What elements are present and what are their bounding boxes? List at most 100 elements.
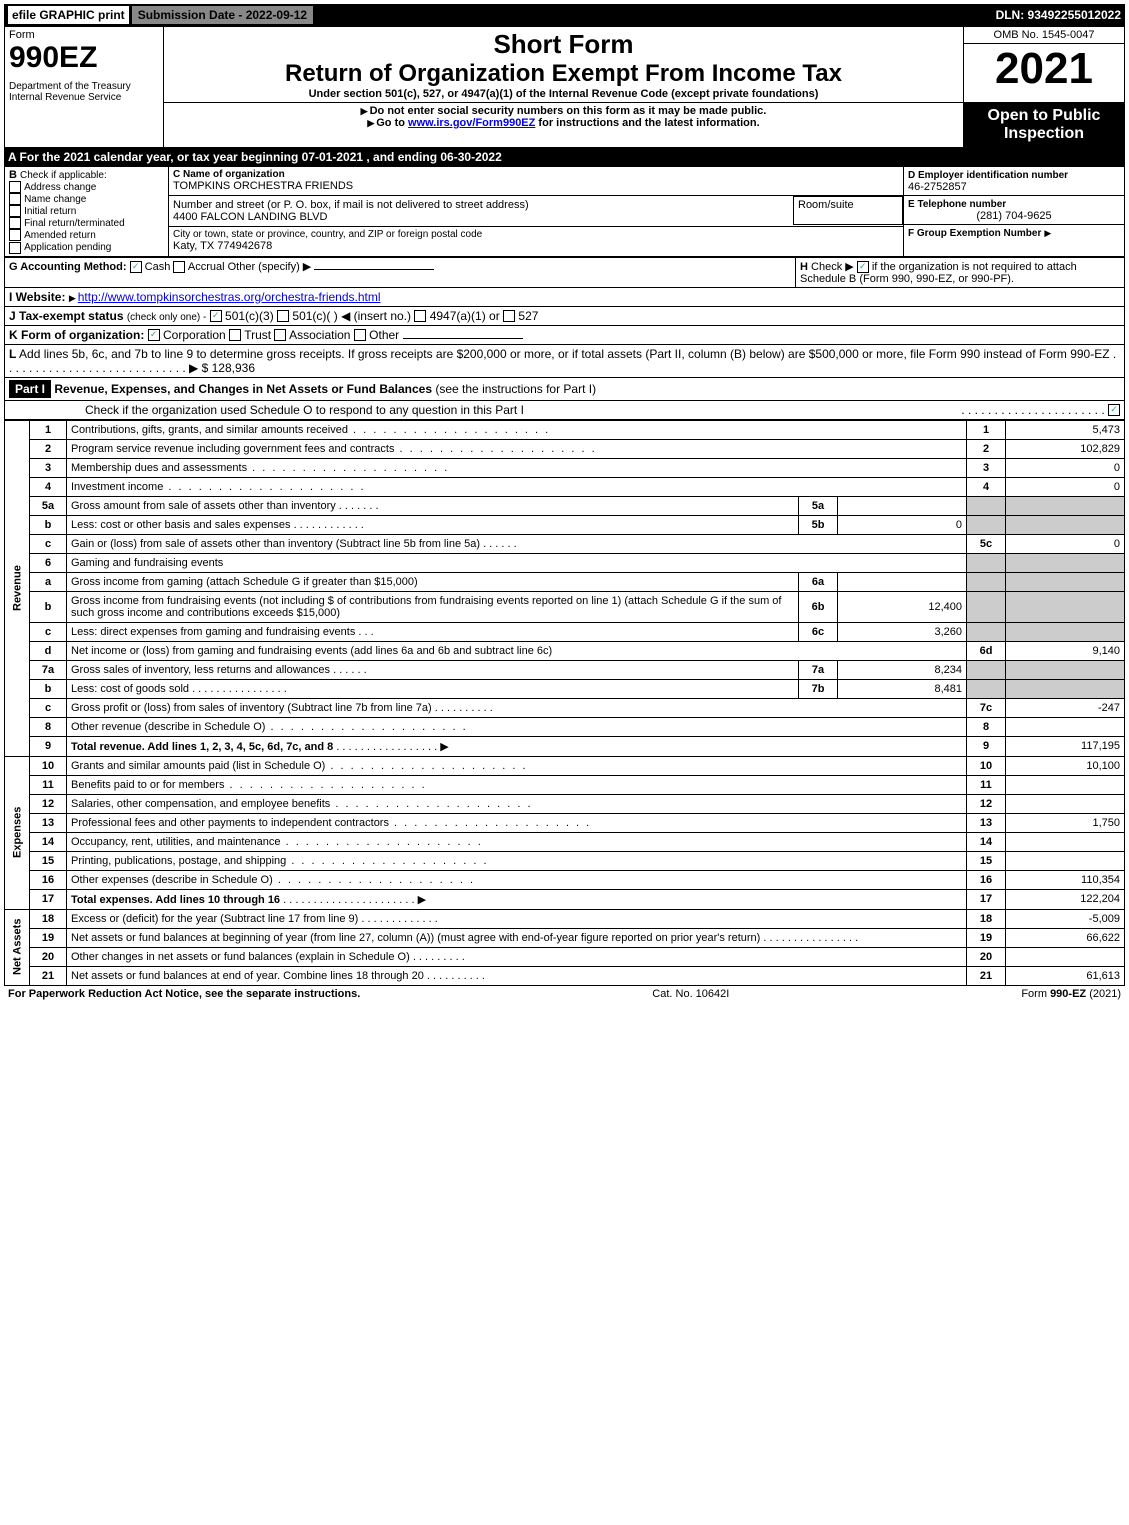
line-num: c [30, 534, 67, 553]
line-value: 102,829 [1006, 439, 1125, 458]
line-text: Net assets or fund balances at end of ye… [71, 970, 424, 982]
checkbox-corporation[interactable] [148, 329, 160, 341]
line-ref: 11 [967, 775, 1006, 794]
checkbox-501c3[interactable] [210, 310, 222, 322]
checkbox-cash[interactable] [130, 261, 142, 273]
irs-link[interactable]: www.irs.gov/Form990EZ [408, 117, 535, 129]
checkbox-accrual[interactable] [173, 261, 185, 273]
mid-ref: 5b [799, 515, 838, 534]
line-ref: 2 [967, 439, 1006, 458]
line-ref: 16 [967, 870, 1006, 889]
footer-form-number: 990-EZ [1050, 988, 1086, 1000]
line-value: 1,750 [1006, 813, 1125, 832]
line-num: c [30, 698, 67, 717]
mid-value: 3,260 [838, 622, 967, 641]
line-num: 16 [30, 870, 67, 889]
line-text: Grants and similar amounts paid (list in… [71, 760, 325, 772]
checkbox-final-return[interactable] [9, 217, 21, 229]
netassets-group-label: Net Assets [5, 909, 30, 985]
line-value: 0 [1006, 534, 1125, 553]
line-value [1006, 851, 1125, 870]
footer-left: For Paperwork Reduction Act Notice, see … [8, 988, 360, 1000]
section-j-label: J Tax-exempt status [9, 309, 124, 323]
section-i-label: I Website: [9, 290, 65, 304]
checkbox-association[interactable] [274, 329, 286, 341]
section-l-label: L [9, 347, 16, 361]
open-public-inspection: Open to Public Inspection [964, 103, 1124, 147]
line-ref: 1 [967, 420, 1006, 439]
line-value: 61,613 [1006, 966, 1125, 985]
part-i-label: Part I [9, 380, 51, 398]
opt-accrual: Accrual [188, 261, 225, 273]
line-value: -5,009 [1006, 909, 1125, 928]
line-num: 18 [30, 909, 67, 928]
checkbox-application-pending[interactable] [9, 242, 21, 254]
line-text: Other expenses (describe in Schedule O) [71, 874, 273, 886]
part-i-check-text: Check if the organization used Schedule … [85, 403, 524, 417]
line-text: Other changes in net assets or fund bala… [71, 951, 410, 963]
instruction-2-post: for instructions and the latest informat… [535, 117, 759, 129]
line-num: 17 [30, 889, 67, 909]
line-text: Less: direct expenses from gaming and fu… [71, 626, 355, 638]
line-ref: 17 [967, 889, 1006, 909]
line-num: 5a [30, 496, 67, 515]
checkbox-address-change[interactable] [9, 181, 21, 193]
opt-initial-return: Initial return [24, 206, 76, 217]
opt-trust: Trust [244, 328, 271, 342]
checkbox-name-change[interactable] [9, 193, 21, 205]
line-ref: 15 [967, 851, 1006, 870]
checkbox-schedule-b[interactable] [857, 261, 869, 273]
checkbox-schedule-o[interactable] [1108, 404, 1120, 416]
line-ref: 12 [967, 794, 1006, 813]
line-text: Gross profit or (loss) from sales of inv… [71, 702, 432, 714]
line-num: 14 [30, 832, 67, 851]
gross-receipts-value: $ 128,936 [202, 361, 255, 375]
line-text: Gaming and fundraising events [67, 553, 967, 572]
mid-ref: 6c [799, 622, 838, 641]
form-word: Form [9, 29, 159, 41]
line-ref: 19 [967, 928, 1006, 947]
opt-name-change: Name change [24, 194, 86, 205]
website-link[interactable]: http://www.tompkinsorchestras.org/orches… [78, 290, 381, 304]
line-value: 110,354 [1006, 870, 1125, 889]
opt-501c3: 501(c)(3) [225, 309, 274, 323]
line-text: Other revenue (describe in Schedule O) [71, 721, 265, 733]
checkbox-amended-return[interactable] [9, 229, 21, 241]
checkbox-501c[interactable] [277, 310, 289, 322]
line-num: 11 [30, 775, 67, 794]
line-num: 3 [30, 458, 67, 477]
checkbox-other-org[interactable] [354, 329, 366, 341]
line-value: 0 [1006, 477, 1125, 496]
instruction-1: Do not enter social security numbers on … [370, 105, 767, 117]
line-text: Benefits paid to or for members [71, 779, 224, 791]
line-value: 9,140 [1006, 641, 1125, 660]
efile-print-label[interactable]: efile GRAPHIC print [8, 6, 129, 24]
tax-year: 2021 [964, 44, 1124, 94]
checkbox-4947[interactable] [414, 310, 426, 322]
line-value: 5,473 [1006, 420, 1125, 439]
part-i-lines: Revenue 1 Contributions, gifts, grants, … [4, 420, 1125, 986]
mid-value [838, 572, 967, 591]
part-i-note: (see the instructions for Part I) [435, 382, 596, 396]
opt-association: Association [289, 328, 350, 342]
line-num: 6 [30, 553, 67, 572]
submission-date: Submission Date - 2022-09-12 [131, 5, 314, 25]
checkbox-527[interactable] [503, 310, 515, 322]
arrow-icon [367, 117, 376, 129]
form-header: Form 990EZ Department of the Treasury In… [4, 26, 1125, 148]
line-num: 2 [30, 439, 67, 458]
line-text: Gross sales of inventory, less returns a… [71, 664, 330, 676]
checkbox-trust[interactable] [229, 329, 241, 341]
checkbox-initial-return[interactable] [9, 205, 21, 217]
line-text: Membership dues and assessments [71, 462, 247, 474]
section-a-tax-year: A For the 2021 calendar year, or tax yea… [4, 148, 1125, 166]
irs-label: Internal Revenue Service [9, 92, 159, 103]
line-text: Gain or (loss) from sale of assets other… [71, 538, 480, 550]
line-num: b [30, 515, 67, 534]
opt-501c: 501(c)( ) [292, 309, 337, 323]
line-text: Total revenue. Add lines 1, 2, 3, 4, 5c,… [71, 741, 333, 753]
instruction-2-pre: Go to [376, 117, 408, 129]
street-value: 4400 FALCON LANDING BLVD [173, 211, 327, 223]
omb-number: OMB No. 1545-0047 [964, 27, 1124, 44]
line-ref: 14 [967, 832, 1006, 851]
